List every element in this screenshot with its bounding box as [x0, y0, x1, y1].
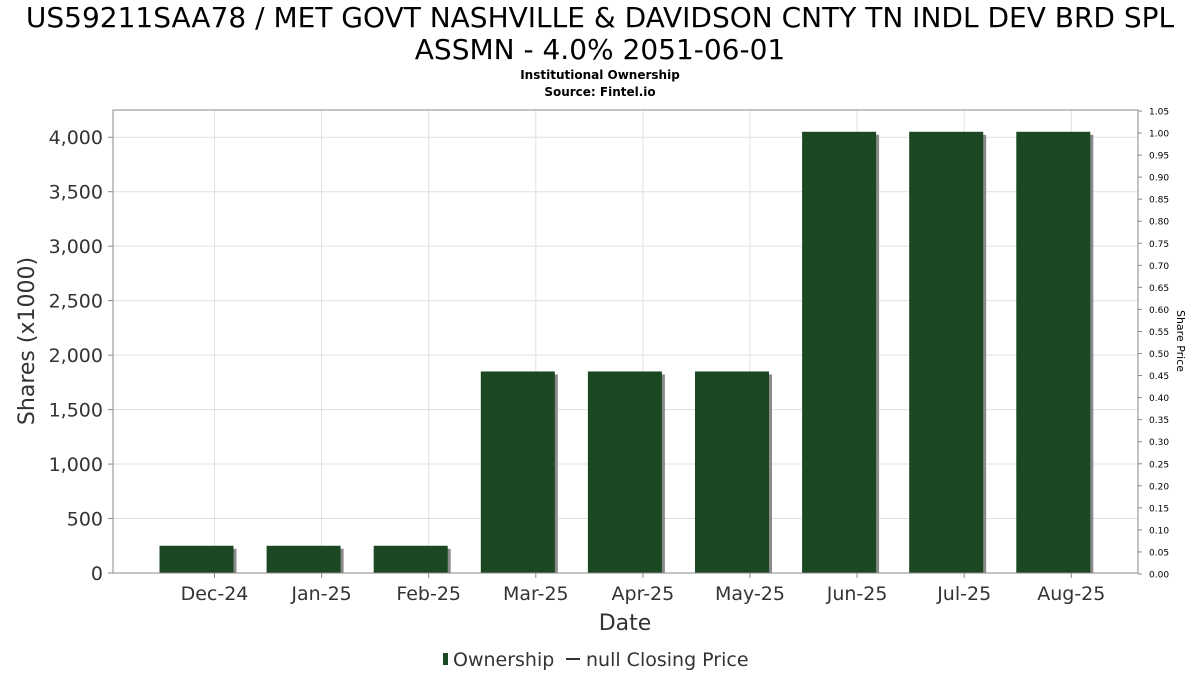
right-tick-label: 0.50 [1149, 350, 1169, 360]
x-tick-label: Apr-25 [612, 583, 675, 605]
right-tick-label: 0.20 [1149, 482, 1169, 492]
right-tick-label: 0.80 [1149, 218, 1169, 228]
right-axis: 0.00 0.05 0.10 0.15 0.20 0.25 0.30 0.35 0.40 0.45… [1138, 108, 1169, 581]
x-axis: Dec-24 Jan-25 Feb-25 Mar-25 Apr-25 May-25 Jun-… [113, 572, 1138, 605]
legend-ownership-swatch [443, 653, 448, 665]
bar [909, 131, 984, 573]
right-tick-label: 0.40 [1149, 394, 1169, 404]
right-tick-label: 1.05 [1149, 108, 1169, 118]
x-tick-label: Jan-25 [290, 583, 351, 605]
left-tick-label: 500 [67, 509, 103, 531]
left-tick-label: 1,500 [49, 400, 103, 422]
left-tick-label: 2,000 [49, 345, 103, 367]
left-tick-label: 4,000 [49, 127, 103, 149]
x-tick-label: Dec-24 [181, 583, 249, 605]
chart-title-line1: US59211SAA78 / MET GOVT NASHVILLE & DAVI… [25, 1, 1175, 34]
y-axis-label: Shares (x1000) [15, 257, 40, 425]
right-tick-label: 0.95 [1149, 152, 1169, 162]
chart-source: Source: Fintel.io [544, 85, 656, 99]
right-tick-label: 0.60 [1149, 306, 1169, 316]
left-tick-label: 3,500 [49, 182, 103, 204]
x-tick-label: May-25 [715, 583, 785, 605]
bar [1016, 131, 1091, 573]
right-tick-label: 0.10 [1149, 526, 1169, 536]
left-tick-label: 2,500 [49, 291, 103, 313]
chart-subtitle: Institutional Ownership [520, 68, 680, 82]
right-axis-label: Share Price [1174, 310, 1187, 372]
bar [480, 371, 555, 573]
right-tick-label: 0.00 [1149, 571, 1169, 581]
right-tick-label: 0.90 [1149, 174, 1169, 184]
right-tick-label: 0.55 [1149, 328, 1169, 338]
bar [695, 371, 769, 573]
bar [159, 545, 234, 573]
right-tick-label: 1.00 [1149, 130, 1169, 140]
bars [159, 131, 1094, 573]
right-tick-label: 0.70 [1149, 262, 1169, 272]
right-tick-label: 0.35 [1149, 416, 1169, 426]
x-tick-label: Aug-25 [1037, 583, 1105, 605]
x-tick-label: Jul-25 [936, 583, 991, 605]
left-tick-label: 0 [91, 563, 103, 585]
left-tick-label: 3,000 [49, 236, 103, 258]
bar [587, 371, 662, 573]
right-tick-label: 0.45 [1149, 372, 1169, 382]
x-tick-label: Feb-25 [396, 583, 461, 605]
left-tick-label: 1,000 [49, 454, 103, 476]
legend-ownership-label: Ownership [453, 649, 554, 671]
x-tick-label: Jun-25 [826, 583, 888, 605]
x-axis-label: Date [599, 611, 652, 636]
legend-price-label: null Closing Price [586, 649, 749, 671]
right-tick-label: 0.65 [1149, 284, 1169, 294]
right-tick-label: 0.75 [1149, 240, 1169, 250]
bar [266, 545, 341, 573]
legend: Ownership null Closing Price [443, 649, 749, 671]
right-tick-label: 0.30 [1149, 438, 1169, 448]
bar [373, 545, 448, 573]
left-axis: 0 500 1,000 1,500 2,000 2,500 3,000 3,500 4,000 [49, 127, 113, 585]
right-tick-label: 0.15 [1149, 504, 1169, 514]
right-tick-label: 0.85 [1149, 196, 1169, 206]
right-tick-label: 0.25 [1149, 460, 1169, 470]
x-tick-label: Mar-25 [503, 583, 569, 605]
bar [802, 131, 877, 573]
chart-title-line2: ASSMN - 4.0% 2051-06-01 [414, 33, 786, 66]
right-tick-label: 0.05 [1149, 548, 1169, 558]
